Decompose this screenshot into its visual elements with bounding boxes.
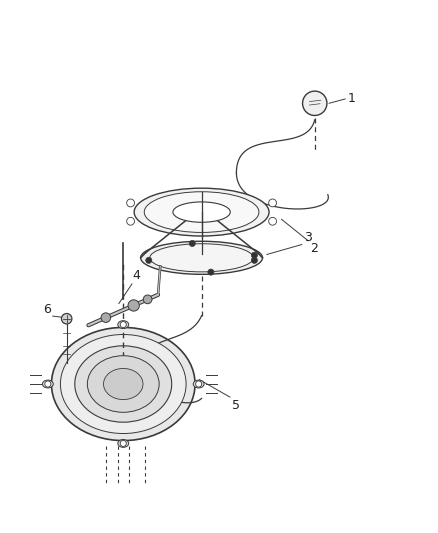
Ellipse shape xyxy=(118,440,129,447)
Ellipse shape xyxy=(118,321,129,328)
Ellipse shape xyxy=(150,244,253,272)
Circle shape xyxy=(128,300,139,311)
Circle shape xyxy=(251,257,258,263)
Circle shape xyxy=(189,240,195,246)
Ellipse shape xyxy=(42,380,53,388)
Circle shape xyxy=(146,257,152,263)
Text: 3: 3 xyxy=(304,231,312,244)
Ellipse shape xyxy=(173,202,230,222)
Text: 2: 2 xyxy=(311,242,318,255)
Circle shape xyxy=(120,321,126,328)
Ellipse shape xyxy=(193,380,204,388)
Text: 4: 4 xyxy=(132,269,140,282)
Ellipse shape xyxy=(103,368,143,400)
Circle shape xyxy=(61,313,72,324)
Circle shape xyxy=(127,199,134,207)
Ellipse shape xyxy=(87,356,159,413)
Text: 5: 5 xyxy=(232,399,240,412)
Circle shape xyxy=(268,199,276,207)
Circle shape xyxy=(120,440,126,447)
Circle shape xyxy=(208,269,214,275)
Circle shape xyxy=(143,295,152,304)
Ellipse shape xyxy=(134,188,269,236)
Circle shape xyxy=(196,381,202,387)
Circle shape xyxy=(127,217,134,225)
Ellipse shape xyxy=(60,335,186,433)
Circle shape xyxy=(45,381,51,387)
Circle shape xyxy=(251,252,258,259)
Text: 1: 1 xyxy=(347,92,355,106)
Circle shape xyxy=(268,217,276,225)
Ellipse shape xyxy=(144,192,259,232)
Ellipse shape xyxy=(141,241,262,274)
Text: 6: 6 xyxy=(42,303,50,316)
Circle shape xyxy=(303,91,327,116)
Circle shape xyxy=(101,313,111,322)
Ellipse shape xyxy=(75,346,172,422)
Ellipse shape xyxy=(51,327,195,441)
